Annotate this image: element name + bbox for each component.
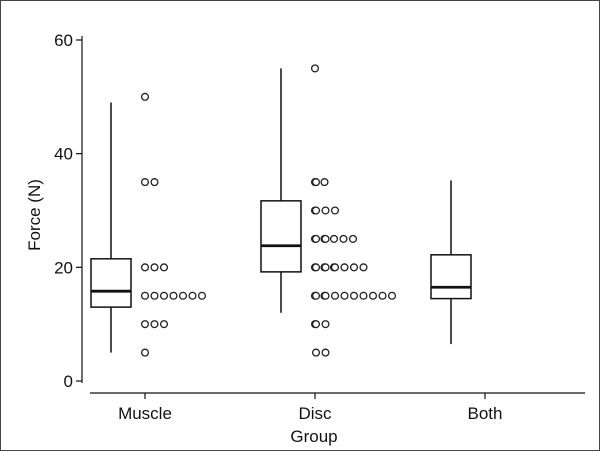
x-tick-label: Both [468,404,503,423]
data-point [339,234,348,243]
y-axis-label: Force (N) [25,179,44,251]
data-point [311,263,321,272]
data-point [330,263,340,272]
box [260,200,302,273]
data-point [140,178,150,187]
data-point [340,263,349,272]
x-axis-label: Group [290,427,337,446]
data-point [349,291,359,300]
data-point [311,178,321,187]
data-point [169,291,178,300]
data-point [140,291,150,300]
data-point [340,291,349,300]
data-point [321,234,330,243]
y-tick-label: 60 [54,31,73,50]
data-point [140,92,150,101]
y-tick-label: 0 [64,372,73,391]
data-point [359,291,368,300]
box [430,254,472,300]
x-tick-label: Muscle [118,404,172,423]
data-point [311,320,321,329]
data-point [150,263,159,272]
data-point [188,291,197,300]
data-point [197,291,207,300]
data-point [329,234,339,243]
data-point [140,263,150,272]
box [90,258,132,308]
data-point [368,291,378,300]
data-point [321,206,330,215]
data-point [150,291,159,300]
data-point [178,291,188,300]
data-point [320,178,329,187]
data-point [321,291,330,300]
data-point [321,320,330,329]
data-point [140,320,150,329]
data-point [348,234,358,243]
data-point [159,263,169,272]
y-tick-label: 40 [54,145,73,164]
data-point [330,291,340,300]
x-tick-label: Disc [298,404,332,423]
plot-area: 0 20 40 60 Muscle Disc Both [54,31,585,423]
data-point [150,178,159,187]
y-tick-label: 20 [54,258,73,277]
data-point [311,348,321,357]
data-point [321,263,330,272]
data-point [378,291,387,300]
data-point [311,206,321,215]
data-point [311,234,321,243]
data-point [140,348,150,357]
data-point [387,291,397,300]
data-point [321,348,330,357]
data-point [150,320,159,329]
data-point [330,206,340,215]
data-point [359,263,368,272]
data-point [311,291,321,300]
data-point [159,291,169,300]
data-point [310,64,320,73]
data-point [349,263,359,272]
data-point [159,320,169,329]
